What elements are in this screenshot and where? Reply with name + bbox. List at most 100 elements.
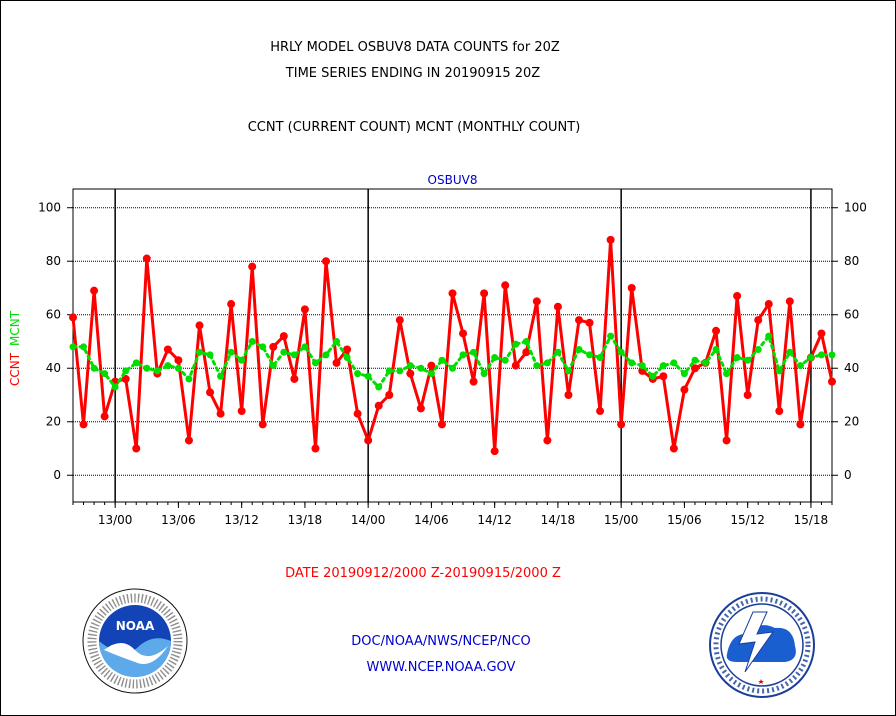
chart-title-line2: TIME SERIES ENDING IN 20190915 20Z bbox=[285, 66, 541, 81]
x-tick-label: 15/00 bbox=[604, 513, 639, 527]
data-point-mcnt bbox=[586, 351, 594, 359]
data-point-mcnt bbox=[723, 370, 731, 378]
data-point-mcnt bbox=[333, 337, 341, 345]
data-point-ccnt bbox=[511, 361, 520, 370]
data-point-mcnt bbox=[248, 337, 256, 345]
data-point-mcnt bbox=[765, 332, 773, 340]
data-point-mcnt bbox=[406, 362, 414, 370]
data-point-ccnt bbox=[163, 345, 172, 354]
data-point-mcnt bbox=[206, 351, 214, 359]
x-tick-label: 13/06 bbox=[161, 513, 196, 527]
chart-title-line1: HRLY MODEL OSBUV8 DATA COUNTS for 20Z bbox=[270, 40, 560, 55]
data-point-ccnt bbox=[532, 297, 541, 306]
data-point-ccnt bbox=[248, 262, 257, 271]
data-point-ccnt bbox=[100, 412, 109, 421]
data-point-mcnt bbox=[733, 354, 741, 362]
data-point-ccnt bbox=[300, 305, 309, 314]
data-point-ccnt bbox=[258, 420, 267, 429]
data-point-ccnt bbox=[490, 447, 499, 456]
data-point-ccnt bbox=[828, 377, 836, 386]
y-tick-label-right: 60 bbox=[844, 308, 859, 322]
data-point-mcnt bbox=[396, 367, 404, 375]
data-point-ccnt bbox=[785, 297, 794, 306]
data-point-mcnt bbox=[501, 356, 509, 364]
data-point-mcnt bbox=[238, 356, 246, 364]
data-point-mcnt bbox=[280, 348, 288, 356]
data-point-ccnt bbox=[469, 377, 478, 386]
data-point-ccnt bbox=[522, 348, 531, 357]
data-point-ccnt bbox=[184, 436, 193, 445]
data-point-ccnt bbox=[121, 374, 130, 383]
credit-line-1: DOC/NOAA/NWS/NCEP/NCO bbox=[351, 634, 531, 649]
series-line-ccnt bbox=[71, 238, 834, 453]
data-point-ccnt bbox=[279, 332, 288, 341]
data-point-mcnt bbox=[301, 343, 309, 351]
data-point-ccnt bbox=[374, 401, 383, 410]
data-point-ccnt bbox=[322, 257, 330, 266]
data-point-ccnt bbox=[385, 390, 394, 399]
data-point-mcnt bbox=[828, 351, 836, 359]
data-point-mcnt bbox=[196, 348, 203, 356]
national-weather-service-logo bbox=[709, 592, 815, 698]
data-point-ccnt bbox=[775, 407, 784, 416]
data-point-mcnt bbox=[290, 351, 298, 359]
y-tick-label-right: 20 bbox=[844, 415, 859, 429]
data-point-mcnt bbox=[185, 375, 193, 383]
y-tick-label-left: 60 bbox=[46, 308, 61, 322]
data-point-ccnt bbox=[448, 289, 457, 298]
data-point-ccnt bbox=[290, 374, 299, 383]
data-point-ccnt bbox=[343, 345, 352, 354]
data-point-mcnt bbox=[712, 346, 720, 354]
y-tick-label-left: 80 bbox=[46, 254, 61, 268]
data-point-mcnt bbox=[607, 332, 615, 340]
data-point-mcnt bbox=[754, 346, 762, 354]
data-point-ccnt bbox=[606, 235, 615, 244]
y-tick-label-left: 0 bbox=[53, 468, 61, 482]
x-tick-label: 14/06 bbox=[414, 513, 449, 527]
credit-line-2: WWW.NCEP.NOAA.GOV bbox=[366, 660, 516, 675]
data-point-mcnt bbox=[638, 362, 646, 370]
y-tick-label-left: 40 bbox=[46, 361, 61, 375]
y-tick-label-left: 20 bbox=[46, 415, 61, 429]
data-point-ccnt bbox=[132, 444, 141, 453]
data-point-ccnt bbox=[480, 289, 489, 298]
data-point-mcnt bbox=[786, 348, 794, 356]
data-point-ccnt bbox=[501, 281, 510, 290]
data-point-ccnt bbox=[712, 326, 721, 335]
data-point-mcnt bbox=[427, 370, 435, 378]
data-point-mcnt bbox=[480, 370, 488, 378]
date-range-label: DATE 20190912/2000 Z-20190915/2000 Z bbox=[285, 566, 561, 581]
data-point-ccnt bbox=[332, 358, 341, 367]
data-point-mcnt bbox=[670, 359, 678, 367]
x-tick-label: 13/12 bbox=[224, 513, 259, 527]
data-point-mcnt bbox=[628, 359, 636, 367]
data-point-mcnt bbox=[491, 354, 499, 362]
data-point-mcnt bbox=[817, 351, 825, 359]
data-point-ccnt bbox=[364, 436, 373, 445]
y-tick-label-right: 100 bbox=[844, 201, 867, 215]
x-tick-label: 15/18 bbox=[794, 513, 829, 527]
data-point-mcnt bbox=[80, 343, 88, 351]
y-tick-label-right: 0 bbox=[844, 468, 852, 482]
data-point-ccnt bbox=[69, 313, 77, 322]
data-point-mcnt bbox=[385, 367, 393, 375]
y-axis-label-ccnt: CCNT bbox=[8, 352, 22, 386]
data-point-ccnt bbox=[722, 436, 731, 445]
data-point-ccnt bbox=[311, 444, 320, 453]
data-point-ccnt bbox=[764, 300, 773, 309]
data-point-mcnt bbox=[375, 383, 383, 391]
data-point-ccnt bbox=[617, 420, 626, 429]
data-point-ccnt bbox=[553, 302, 562, 311]
x-tick-label: 15/12 bbox=[730, 513, 765, 527]
data-point-mcnt bbox=[680, 370, 688, 378]
data-point-mcnt bbox=[796, 362, 804, 370]
data-point-mcnt bbox=[659, 362, 667, 370]
data-point-mcnt bbox=[617, 348, 625, 356]
data-point-ccnt bbox=[427, 361, 436, 370]
data-point-ccnt bbox=[269, 342, 278, 351]
chart-subtitle: CCNT (CURRENT COUNT) MCNT (MONTHLY COUNT… bbox=[247, 120, 581, 135]
data-point-mcnt bbox=[90, 364, 98, 372]
data-point-ccnt bbox=[206, 388, 215, 397]
data-point-mcnt bbox=[354, 370, 362, 378]
